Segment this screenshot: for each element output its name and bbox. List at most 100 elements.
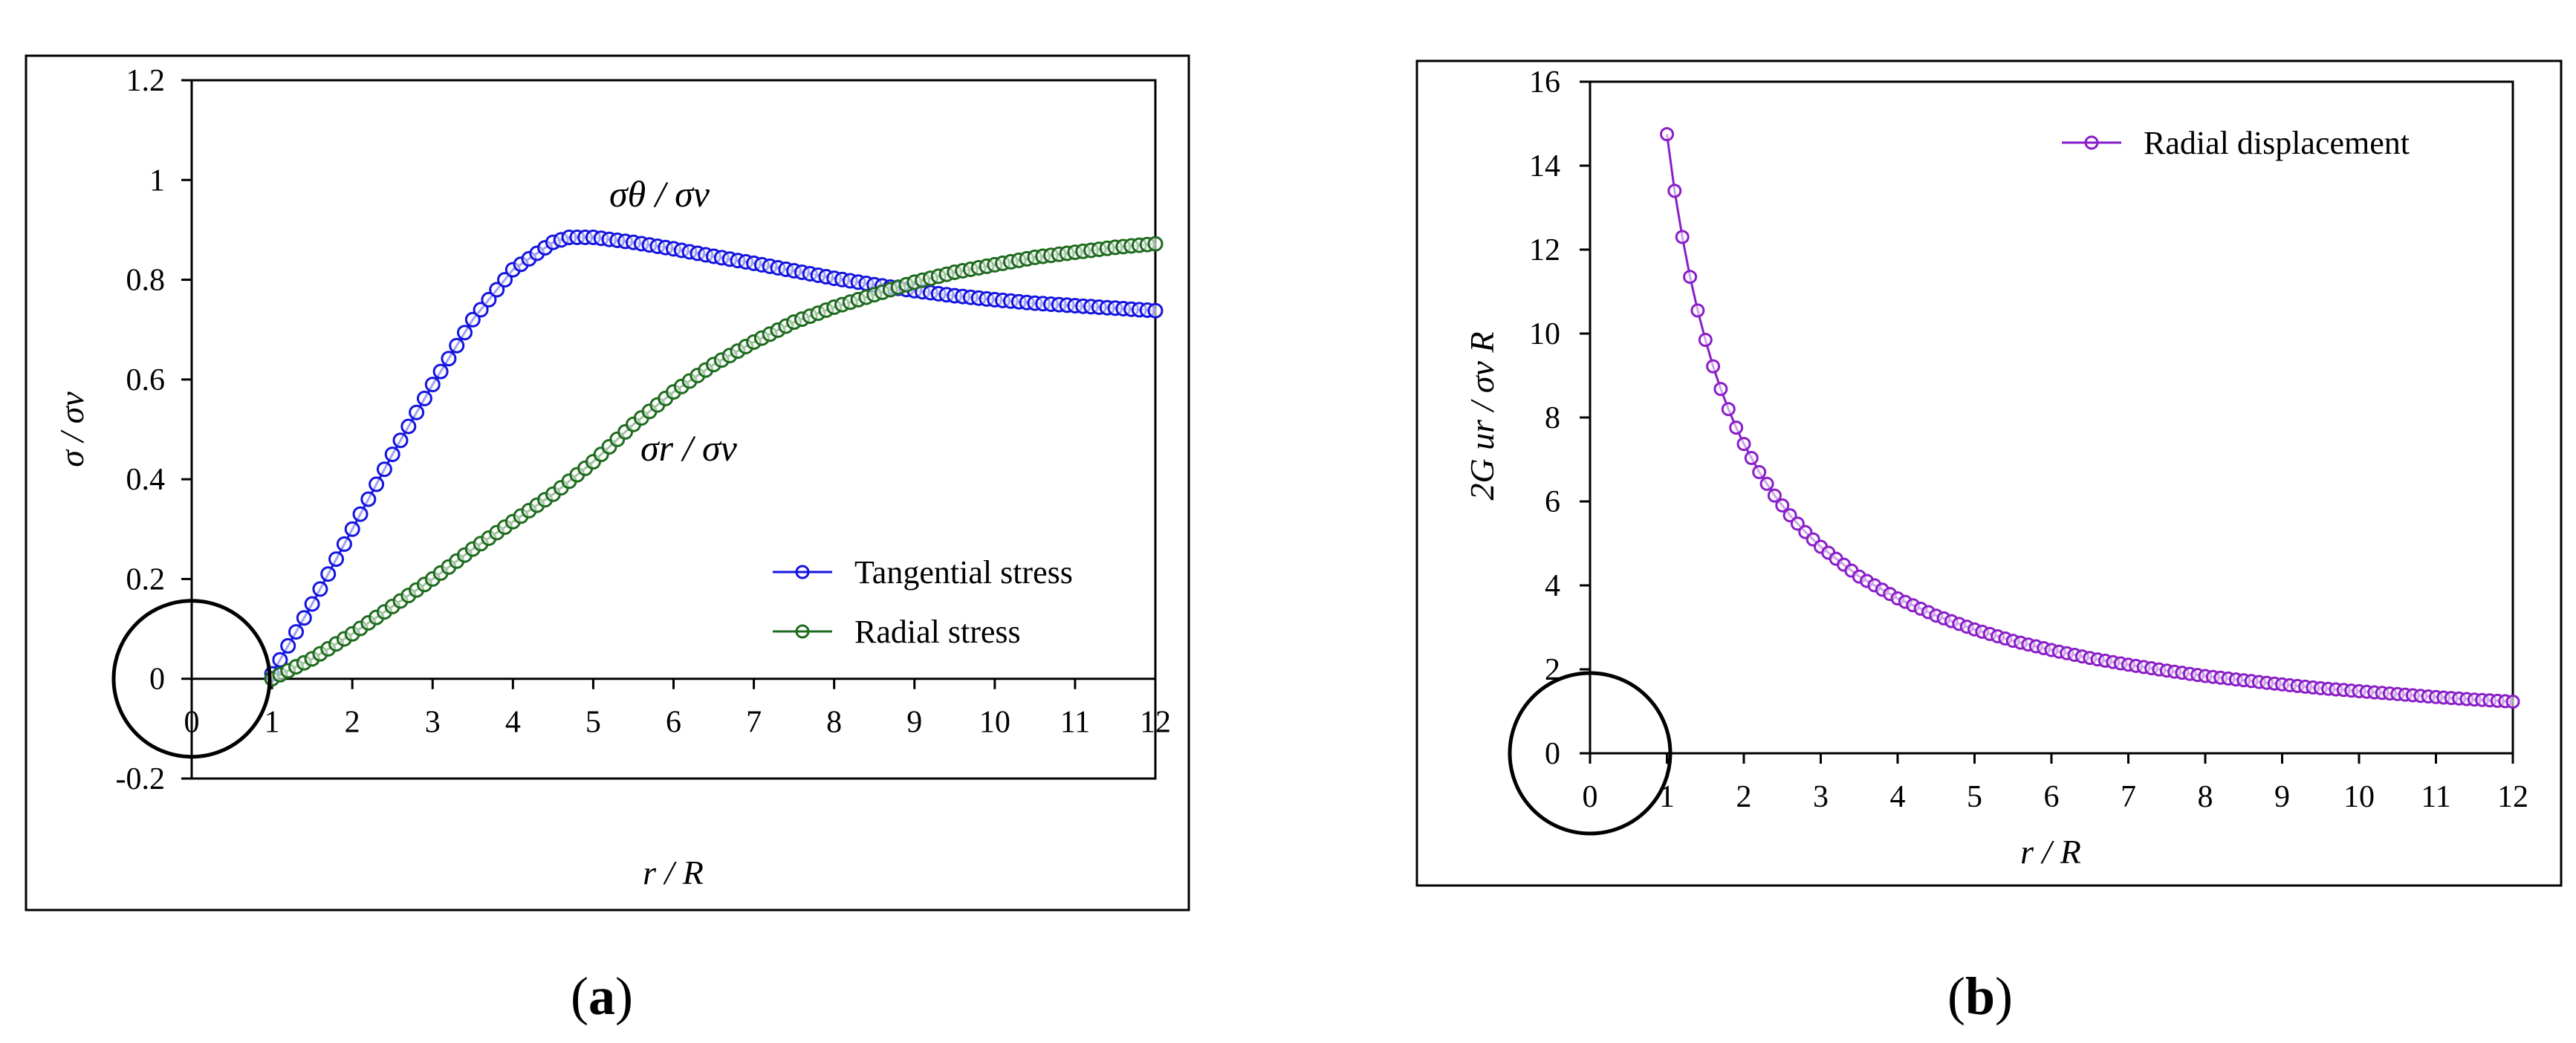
x-tick-label: 11 [2421,780,2450,814]
x-tick-label: 4 [505,706,521,740]
data-point-radial-displacement [1713,382,1728,397]
y-tick-label: -0.2 [116,762,166,796]
data-point-tangential-stress [489,282,505,298]
x-tick-label: 10 [979,706,1010,740]
y-tick-label: 4 [1545,569,1560,603]
data-point-tangential-stress [336,536,352,552]
data-point-tangential-stress [328,551,344,568]
x-tick-label: 10 [2343,780,2375,814]
legend-marker-displacement [2084,135,2099,150]
data-point-radial-displacement [1698,333,1713,347]
chart-a-annotation-tangential: σθ / σv [609,173,710,215]
data-point-tangential-stress [392,432,409,449]
data-point-radial-displacement [1683,270,1698,285]
series-line-radial-displacement [1666,134,2514,703]
chart-b-origin-circle [1508,671,1673,836]
x-tick-label: 9 [906,706,922,740]
x-tick-label: 0 [1583,780,1598,814]
data-point-radial-displacement [1729,420,1744,435]
chart-a-origin-circle [111,599,272,759]
data-point-tangential-stress [320,566,337,582]
chart-a: 0 1 2 3 4 5 6 7 8 9 10 11 12 -0.200.20.40.60.811.2 r… [25,54,1190,1026]
x-tick-label: 2 [1736,780,1752,814]
data-point-tangential-stress [473,302,489,318]
x-tick-label: 1 [265,706,280,740]
y-tick-label: 14 [1529,149,1560,183]
data-point-tangential-stress [416,390,432,406]
x-tick-label: 6 [666,706,681,740]
chart-b-x-ticks: 0 1 2 3 4 5 6 7 8 9 10 11 12 [1583,753,2528,814]
data-point-radial-displacement [1675,230,1690,244]
chart-a-xlabel: r / R [643,854,704,891]
x-tick-label: 8 [826,706,842,740]
y-tick-label: 1.2 [126,64,166,98]
x-tick-label: 12 [1140,706,1171,740]
chart-b-series [1660,127,2520,709]
legend-marker-tangential [795,565,810,579]
data-point-tangential-stress [312,581,328,597]
data-point-radial-displacement [1690,303,1705,318]
data-point-tangential-stress [441,351,457,367]
data-point-tangential-stress [352,506,369,522]
data-point-radial-displacement [1660,127,1674,142]
x-tick-label: 4 [1890,780,1906,814]
chart-a-frame [25,54,1190,912]
data-point-tangential-stress [344,521,360,537]
data-point-tangential-stress [376,461,392,478]
x-tick-label: 5 [1967,780,1982,814]
x-tick-label: 2 [345,706,360,740]
y-tick-label: 8 [1545,401,1560,435]
chart-b-frame [1415,59,2563,887]
x-tick-label: 12 [2497,780,2528,814]
data-point-radial-displacement [1721,402,1736,417]
data-point-tangential-stress [296,610,312,626]
data-point-tangential-stress [384,446,400,463]
legend-label-displacement: Radial displacement [2144,125,2410,161]
x-tick-label: 3 [1813,780,1829,814]
data-point-tangential-stress [481,291,497,308]
data-point-tangential-stress [457,325,473,341]
chart-b-legend: Radial displacement [2062,125,2410,161]
x-tick-label: 8 [2198,780,2213,814]
y-tick-label: 16 [1529,65,1560,100]
x-tick-label: 5 [585,706,601,740]
legend-label-tangential: Tangential stress [854,554,1073,591]
data-point-tangential-stress [304,596,320,612]
y-tick-label: 1 [149,163,165,198]
x-tick-label: 1 [1659,780,1675,814]
x-tick-label: 9 [2274,780,2290,814]
y-tick-label: 0.6 [126,363,166,397]
chart-a-ylabel: σ / σv [53,391,91,467]
panel-label-a: (a) [571,966,633,1026]
chart-a-plot-area [190,79,1157,780]
data-point-radial-displacement [1759,476,1774,491]
chart-a-x-ticks: 0 1 2 3 4 5 6 7 8 9 10 11 12 [184,678,1171,740]
panel-label-b: (b) [1947,966,2013,1026]
data-point-tangential-stress [288,624,304,640]
x-tick-label: 6 [2044,780,2060,814]
x-tick-label: 0 [184,706,200,740]
data-point-radial-displacement [2505,695,2520,709]
data-point-tangential-stress [280,637,296,654]
data-point-radial-displacement [1736,437,1751,452]
data-point-tangential-stress [464,311,481,328]
y-tick-label: 0.2 [126,562,166,597]
x-tick-label: 7 [2121,780,2136,814]
data-point-radial-displacement [1706,359,1721,374]
chart-a-legend: Tangential stress Radial stress [773,554,1073,650]
data-point-radial-stress [1147,235,1164,252]
y-tick-label: 12 [1529,233,1560,267]
chart-a-series [264,230,1164,687]
data-point-tangential-stress [432,363,449,380]
data-point-tangential-stress [369,476,385,493]
y-tick-label: 10 [1529,317,1560,351]
data-point-tangential-stress [360,491,377,507]
legend-marker-radial [795,624,810,639]
y-tick-label: 0.4 [126,463,166,497]
data-point-tangential-stress [449,337,465,354]
chart-b-xlabel: r / R [2020,833,2081,871]
